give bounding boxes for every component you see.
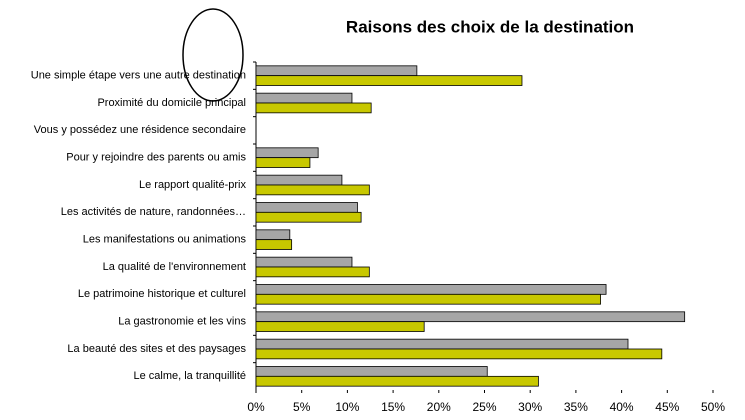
y-tick-label: Le calme, la tranquillité [133, 370, 246, 382]
bar [255, 229, 291, 241]
y-tick-label: Pour y rejoindre des parents ou amis [66, 152, 246, 164]
bar [255, 375, 539, 387]
bar [255, 157, 311, 168]
bar [255, 184, 370, 196]
x-tick-label: 40% [610, 400, 634, 414]
x-tick-label: 5% [293, 400, 311, 414]
bar [255, 102, 372, 114]
bar [255, 266, 370, 278]
y-tick-label: Vous y possédez une résidence secondaire [34, 124, 246, 136]
bar [255, 311, 686, 323]
y-tick-label: La qualité de l'environnement [103, 261, 246, 273]
bar [255, 348, 663, 360]
y-tick-label: La gastronomie et les vins [118, 316, 246, 328]
bar [255, 239, 293, 250]
x-tick-label: 35% [564, 400, 588, 414]
y-tick-label: Une simple étape vers une autre destinat… [31, 70, 246, 82]
x-tick-label: 10% [335, 400, 359, 414]
y-tick-label: Les manifestations ou animations [83, 234, 247, 246]
y-tick-label: Les activités de nature, randonnées… [61, 206, 246, 218]
y-tick-label: Le patrimoine historique et culturel [78, 288, 246, 300]
y-tick-label: Proximité du domicile principal [97, 97, 246, 109]
y-tick-label: La beauté des sites et des paysages [67, 343, 246, 355]
bar [255, 321, 425, 332]
bar [255, 256, 353, 268]
bar [255, 147, 319, 159]
bar [255, 284, 607, 295]
bar [255, 174, 343, 186]
chart-title: Raisons des choix de la destination [346, 17, 634, 36]
bar [255, 211, 362, 223]
y-tick-label: Le rapport qualité-prix [139, 179, 247, 191]
bar [255, 92, 353, 104]
x-tick-label: 0% [247, 400, 265, 414]
bar [255, 338, 629, 350]
x-tick-label: 50% [701, 400, 725, 414]
x-tick-label: 45% [655, 400, 679, 414]
x-tick-label: 15% [381, 400, 405, 414]
annotation-circle [182, 8, 244, 102]
x-tick-label: 20% [427, 400, 451, 414]
bar [255, 293, 601, 305]
bar [255, 65, 418, 77]
bar [255, 366, 488, 377]
bar [255, 75, 523, 86]
x-tick-label: 25% [472, 400, 496, 414]
x-tick-label: 30% [518, 400, 542, 414]
bar [255, 202, 358, 213]
